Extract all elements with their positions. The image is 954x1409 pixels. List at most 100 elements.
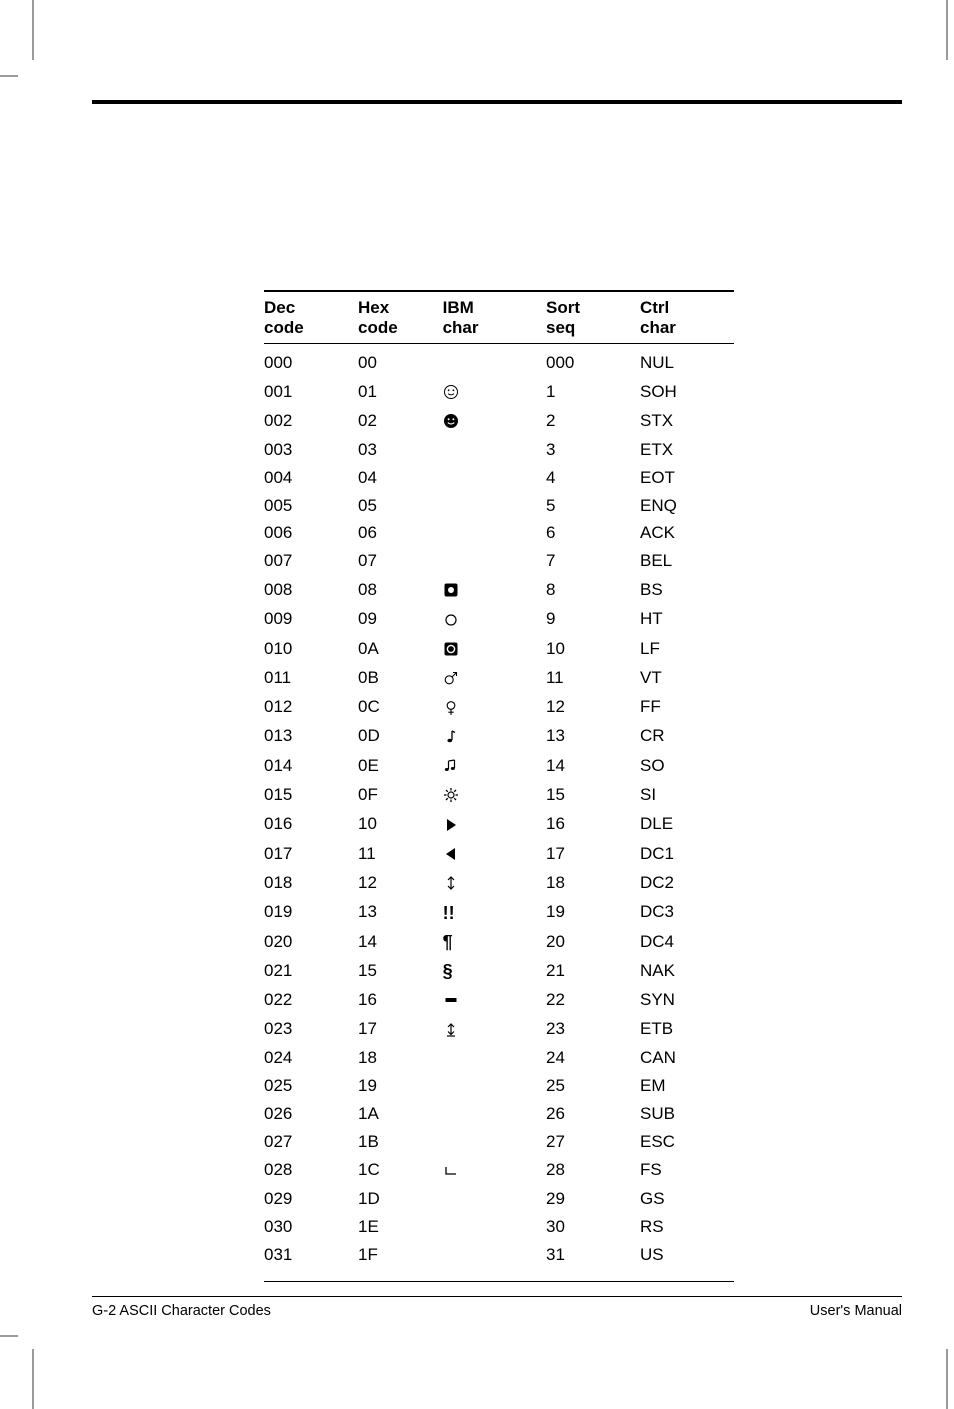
table-header: Dec code Hex code IBM char Sort seq <box>264 291 734 344</box>
cell-hex: 15 <box>358 957 443 986</box>
table-row: 0100A10LF <box>264 634 734 663</box>
pilcrow-icon: ¶ <box>443 932 453 952</box>
cell-ibm <box>443 722 546 751</box>
cell-ctrl: DC3 <box>640 898 734 927</box>
updown-arrow-icon <box>443 873 459 893</box>
footer-left: G-2 ASCII Character Codes <box>92 1303 271 1319</box>
table-row: 0171117DC1 <box>264 839 734 868</box>
cell-sort: 22 <box>546 986 640 1015</box>
cell-ctrl: BS <box>640 576 734 605</box>
cell-hex: 1E <box>358 1214 443 1242</box>
cell-dec: 010 <box>264 634 358 663</box>
cell-ibm <box>443 1186 546 1214</box>
header-ctrl-l1: Ctrl <box>640 298 669 317</box>
cell-ibm <box>443 344 546 378</box>
double-exclaim-icon: !! <box>443 903 455 923</box>
cell-ibm <box>443 1015 546 1044</box>
cell-ctrl: EOT <box>640 464 734 492</box>
table-row: 0261A26SUB <box>264 1100 734 1128</box>
cell-ctrl: SI <box>640 781 734 810</box>
cell-hex: 0A <box>358 634 443 663</box>
cell-dec: 016 <box>264 810 358 839</box>
table-row: 02014¶20DC4 <box>264 927 734 956</box>
table-row: 006066ACK <box>264 520 734 548</box>
cell-ibm <box>443 436 546 464</box>
cell-sort: 12 <box>546 693 640 722</box>
cell-hex: 11 <box>358 839 443 868</box>
smile-icon <box>443 382 459 402</box>
cell-sort: 13 <box>546 722 640 751</box>
header-hex-l1: Hex <box>358 298 389 317</box>
table-row: 0140E14SO <box>264 752 734 781</box>
cell-dec: 012 <box>264 693 358 722</box>
cell-ibm <box>443 693 546 722</box>
cell-hex: 08 <box>358 576 443 605</box>
cell-sort: 6 <box>546 520 640 548</box>
cell-sort: 7 <box>546 548 640 576</box>
cell-ctrl: ETX <box>640 436 734 464</box>
cell-dec: 025 <box>264 1073 358 1101</box>
header-ctrl: Ctrl char <box>640 291 734 344</box>
cell-dec: 014 <box>264 752 358 781</box>
cell-sort: 30 <box>546 1214 640 1242</box>
cell-ctrl: SO <box>640 752 734 781</box>
table-row: 003033ETX <box>264 436 734 464</box>
cell-ibm <box>443 576 546 605</box>
male-icon <box>443 668 459 688</box>
cell-sort: 26 <box>546 1100 640 1128</box>
page-content: Dec code Hex code IBM char Sort seq <box>92 100 902 1319</box>
table-row: 02115§21NAK <box>264 957 734 986</box>
cell-sort: 20 <box>546 927 640 956</box>
cell-dec: 005 <box>264 492 358 520</box>
cell-ctrl: FF <box>640 693 734 722</box>
cell-sort: 9 <box>546 605 640 634</box>
cell-sort: 16 <box>546 810 640 839</box>
cell-hex: 1A <box>358 1100 443 1128</box>
header-dec-l2: code <box>264 318 358 338</box>
sun-icon <box>443 785 459 805</box>
cell-dec: 022 <box>264 986 358 1015</box>
cell-dec: 029 <box>264 1186 358 1214</box>
cell-ibm <box>443 1156 546 1185</box>
crop-mark-top-right-v <box>946 0 948 60</box>
cell-sort: 3 <box>546 436 640 464</box>
cell-dec: 006 <box>264 520 358 548</box>
cell-dec: 026 <box>264 1100 358 1128</box>
cell-ibm <box>443 810 546 839</box>
cell-sort: 8 <box>546 576 640 605</box>
cell-hex: 00 <box>358 344 443 378</box>
cell-ibm <box>443 1073 546 1101</box>
table-row: 0251925EM <box>264 1073 734 1101</box>
header-sort-l2: seq <box>546 318 640 338</box>
cell-dec: 024 <box>264 1045 358 1073</box>
cell-ibm <box>443 869 546 898</box>
table-row: 0161016DLE <box>264 810 734 839</box>
cell-ctrl: RS <box>640 1214 734 1242</box>
section-icon: § <box>443 961 453 981</box>
cell-sort: 31 <box>546 1241 640 1281</box>
table-row: 0291D29GS <box>264 1186 734 1214</box>
cell-sort: 29 <box>546 1186 640 1214</box>
ascii-table: Dec code Hex code IBM char Sort seq <box>264 290 734 1282</box>
cell-ibm: ¶ <box>443 927 546 956</box>
table-row: 0231723ETB <box>264 1015 734 1044</box>
cell-hex: 19 <box>358 1073 443 1101</box>
cell-hex: 12 <box>358 869 443 898</box>
crop-mark-top-left-h <box>0 75 18 77</box>
female-icon <box>443 698 459 718</box>
cell-hex: 14 <box>358 927 443 956</box>
cell-hex: 0D <box>358 722 443 751</box>
right-pointer-icon <box>443 815 459 835</box>
cell-ibm <box>443 605 546 634</box>
cell-ibm: § <box>443 957 546 986</box>
cell-ctrl: FS <box>640 1156 734 1185</box>
left-pointer-icon <box>443 844 459 864</box>
cell-ibm <box>443 781 546 810</box>
cell-dec: 017 <box>264 839 358 868</box>
table-row: 01913!!19DC3 <box>264 898 734 927</box>
cell-dec: 027 <box>264 1128 358 1156</box>
cell-ibm <box>443 464 546 492</box>
cell-ibm <box>443 839 546 868</box>
cell-ibm <box>443 1045 546 1073</box>
inverse-bullet-icon <box>443 580 459 600</box>
